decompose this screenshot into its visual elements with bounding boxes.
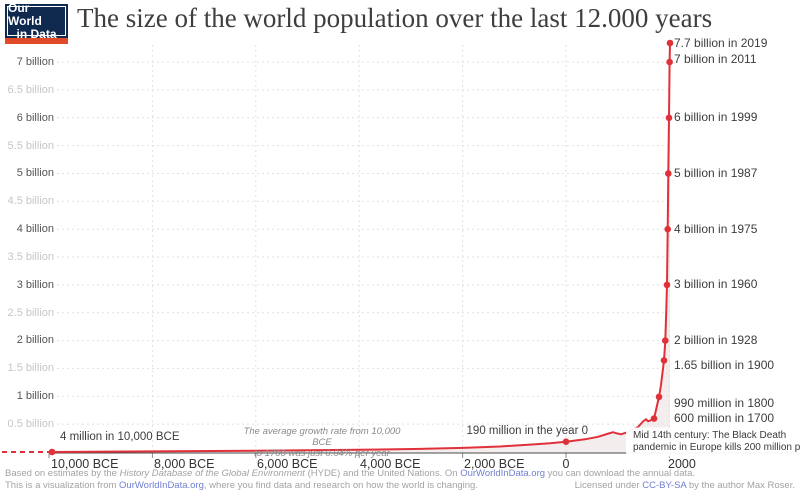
y-axis-label-3b: 3 billion bbox=[16, 279, 54, 291]
y-axis-label-3-5b: 3.5 billion bbox=[7, 251, 54, 263]
y-axis-label-1-5b: 1.5 billion bbox=[7, 362, 54, 374]
y-axis-label-5-5b: 5.5 billion bbox=[7, 140, 54, 152]
milestone-label-1975: 4 billion in 1975 bbox=[674, 222, 758, 236]
growth-rate-note-line1: The average growth rate from 10,000 BCE bbox=[243, 426, 401, 448]
footer-license-prefix: Licensed under bbox=[574, 480, 643, 491]
x-axis-label-0: 0 bbox=[562, 457, 570, 471]
owid-logo-line2: in Data bbox=[16, 26, 57, 41]
footer-visualization-line: This is a visualization from OurWorldInD… bbox=[5, 480, 478, 491]
footer-source-line: Based on estimates by the History Databa… bbox=[5, 468, 695, 479]
footer-source-prefix: Based on estimates by the bbox=[5, 468, 120, 479]
y-axis-label-2-5b: 2.5 billion bbox=[7, 307, 54, 319]
owid-logo-text: Our World in Data bbox=[7, 1, 66, 40]
black-death-note-background bbox=[626, 427, 798, 457]
x-axis-label-6000bce: 6,000 BCE bbox=[257, 457, 318, 471]
footer-source-database: History Database of the Global Environme… bbox=[119, 468, 305, 479]
x-axis-label-2000bce: 2,000 BCE bbox=[464, 457, 525, 471]
y-axis-label-0-5b: 0.5 billion bbox=[7, 418, 54, 430]
chart-title: The size of the world population over th… bbox=[77, 3, 713, 33]
milestone-label-1700: 600 million in 1700 bbox=[674, 411, 775, 425]
population-line bbox=[51, 42, 671, 453]
x-axis-label-8000bce: 8,000 BCE bbox=[154, 457, 215, 471]
start-milestone-label: 4 million in 10,000 BCE bbox=[60, 431, 180, 443]
y-axis-label-4b: 4 billion bbox=[16, 223, 54, 235]
footer-owid-link-2[interactable]: OurWorldInData.org bbox=[119, 480, 204, 491]
footer-license-suffix: by the author Max Roser. bbox=[686, 480, 795, 491]
milestone-label-1960: 3 billion in 1960 bbox=[674, 277, 758, 291]
footer-license-line: Licensed under CC-BY-SA by the author Ma… bbox=[575, 480, 795, 491]
black-death-note: Mid 14th century: The Black Death pandem… bbox=[633, 430, 800, 454]
footer-owid-link-1[interactable]: OurWorldInData.org bbox=[460, 468, 546, 479]
growth-rate-note-line2: to 1700 was just 0.04% per year bbox=[254, 448, 390, 459]
black-death-note-line1: Mid 14th century: The Black Death bbox=[633, 430, 787, 441]
y-axis-label-6b: 6 billion bbox=[16, 112, 54, 124]
vertical-gridlines bbox=[151, 45, 670, 452]
y-axis-label-5b: 5 billion bbox=[16, 167, 54, 179]
y-axis-label-1b: 1 billion bbox=[16, 390, 54, 402]
milestone-dots bbox=[48, 39, 674, 456]
x-axis-label-10000bce: 10,000 BCE bbox=[51, 457, 119, 471]
growth-rate-note: The average growth rate from 10,000 BCE … bbox=[233, 426, 411, 459]
horizontal-gridlines bbox=[57, 61, 668, 425]
owid-logo[interactable]: Our World in Data bbox=[5, 1, 68, 44]
milestone-label-1800: 990 million in 1800 bbox=[674, 396, 775, 410]
milestone-label-2019: 7.7 billion in 2019 bbox=[674, 36, 768, 50]
milestone-label-1987: 5 billion in 1987 bbox=[674, 166, 758, 180]
black-death-note-line2: pandemic in Europe kills 200 million peo… bbox=[633, 442, 800, 453]
x-axis-label-4000bce: 4,000 BCE bbox=[360, 457, 421, 471]
milestone-label-1900: 1.65 billion in 1900 bbox=[674, 358, 775, 372]
y-axis-label-2b: 2 billion bbox=[16, 334, 54, 346]
milestone-label-1999: 6 billion in 1999 bbox=[674, 110, 758, 124]
footer-viz-suffix: , where you find data and research on ho… bbox=[203, 480, 478, 491]
x-axis-label-2000ce: 2000 bbox=[668, 457, 696, 471]
owid-logo-red-bar bbox=[5, 38, 68, 44]
y-axis-label-4-5b: 4.5 billion bbox=[7, 195, 54, 207]
y-axis-label-6-5b: 6.5 billion bbox=[7, 84, 54, 96]
footer-viz-prefix: This is a visualization from bbox=[5, 480, 120, 491]
milestone-label-2011: 7 billion in 2011 bbox=[674, 52, 757, 66]
owid-logo-line1: Our World bbox=[8, 0, 42, 28]
footer-source-mid: (HYDE) and the United Nations. On bbox=[304, 468, 461, 479]
year-zero-label: 190 million in the year 0 bbox=[466, 425, 588, 437]
footer-source-suffix: you can download the annual data. bbox=[545, 468, 696, 479]
area-fill bbox=[52, 43, 670, 453]
footer-license-link[interactable]: CC-BY-SA bbox=[642, 480, 687, 491]
milestone-label-1928: 2 billion in 1928 bbox=[674, 333, 758, 347]
y-axis-label-7b: 7 billion bbox=[16, 56, 54, 68]
